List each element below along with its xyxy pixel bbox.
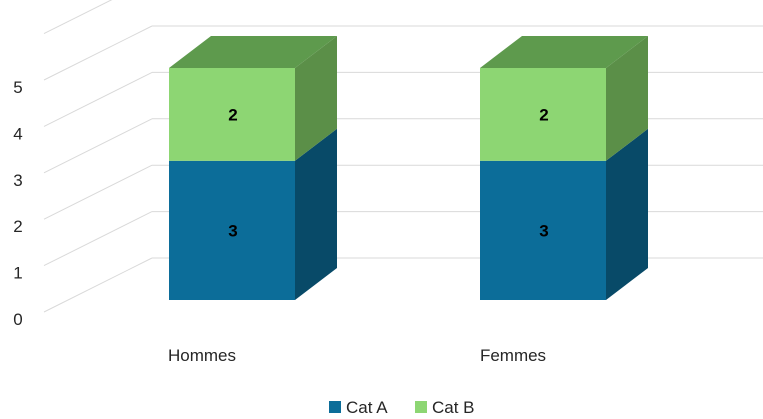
bars: 3 2 3 2	[169, 36, 648, 300]
gridline-diagonal	[43, 164, 153, 220]
y-tick-label: 5	[13, 78, 22, 97]
legend-item: Cat A	[329, 398, 388, 417]
y-tick-label: 4	[13, 124, 22, 143]
bar-front-face	[169, 160, 295, 300]
data-label: 3	[228, 221, 237, 240]
bar-side-face	[295, 36, 337, 161]
y-tick-label: 2	[13, 217, 22, 236]
data-label: 3	[539, 221, 548, 240]
legend-label: Cat A	[346, 398, 388, 417]
category-label: Femmes	[480, 346, 546, 365]
bar-front-face	[480, 160, 606, 300]
legend-swatch	[415, 401, 427, 413]
data-label: 2	[539, 105, 548, 124]
bar-segment: 2	[169, 36, 337, 161]
legend-label: Cat B	[432, 398, 475, 417]
gridline-diagonal	[43, 0, 113, 35]
gridline-diagonal	[43, 257, 153, 313]
bar-segment: 2	[480, 36, 648, 161]
gridline-diagonal	[43, 211, 153, 267]
legend-item: Cat B	[415, 398, 475, 417]
bar-top-face	[169, 36, 337, 68]
bar-front-face	[480, 68, 606, 161]
y-tick-label: 3	[13, 171, 22, 190]
bar-segment: 3	[480, 128, 648, 300]
category-labels: Hommes Femmes	[168, 346, 546, 365]
y-tick-label: 0	[13, 310, 22, 329]
y-axis-ticks: 0 1 2 3 4 5	[13, 78, 22, 329]
legend-swatch	[329, 401, 341, 413]
gridline-diagonal	[43, 71, 153, 127]
bar-segment: 3	[169, 128, 337, 300]
gridline-diagonal	[43, 25, 153, 81]
bar-side-face	[606, 128, 648, 300]
bar-top-face	[480, 36, 648, 68]
data-label: 2	[228, 105, 237, 124]
bar-side-face	[295, 128, 337, 300]
y-tick-label: 1	[13, 264, 22, 283]
bar-front-face	[169, 68, 295, 161]
gridline-diagonal	[43, 118, 153, 174]
category-label: Hommes	[168, 346, 236, 365]
legend: Cat A Cat B	[329, 398, 475, 417]
gridlines	[43, 0, 763, 313]
bar-side-face	[606, 36, 648, 161]
